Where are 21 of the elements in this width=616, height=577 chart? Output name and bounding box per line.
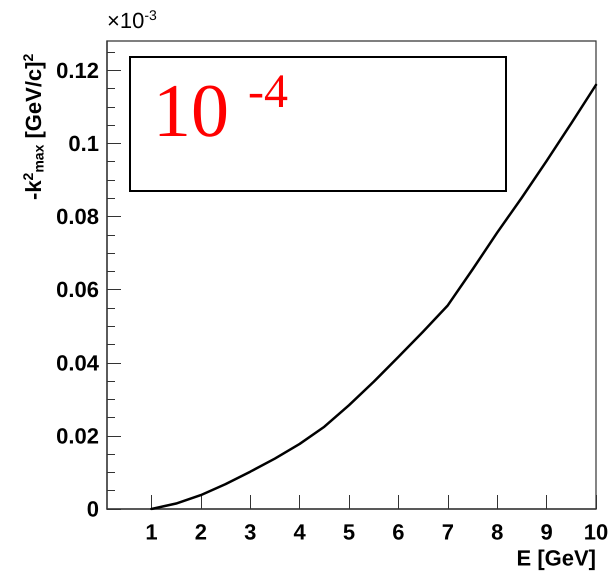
x-tick-label: 9 [540, 520, 553, 544]
x-tick-label: 5 [342, 520, 356, 544]
x-tick-label: 4 [294, 520, 307, 544]
x-tick-label: 3 [244, 520, 256, 544]
y-tick-label: 0 [86, 496, 99, 522]
text-box: 10 $^{-4}$ [129, 56, 507, 192]
annotation: 10 $^{-4}$ [153, 65, 288, 153]
y-tick-label: 0.06 [56, 277, 99, 302]
x-tick-label: 10 [584, 520, 608, 544]
x-tick-label: 2 [194, 520, 207, 544]
x-tick-label: 6 [392, 520, 405, 544]
y-tick-label: 0.08 [56, 204, 99, 229]
x-tick-label: 8 [491, 520, 504, 544]
y-tick-label: 0.1 [68, 130, 99, 156]
y-tick-label: 0.02 [56, 423, 99, 448]
y-axis-title: -k2max [GeV/c]2 [20, 54, 46, 200]
x-axis-title: E [GeV] [516, 546, 596, 570]
x-tick-label: 1 [145, 520, 158, 544]
x-tick-label: 7 [442, 520, 454, 544]
y-tick-label: 0.12 [56, 58, 99, 83]
y-tick-label: 0.04 [56, 350, 100, 376]
